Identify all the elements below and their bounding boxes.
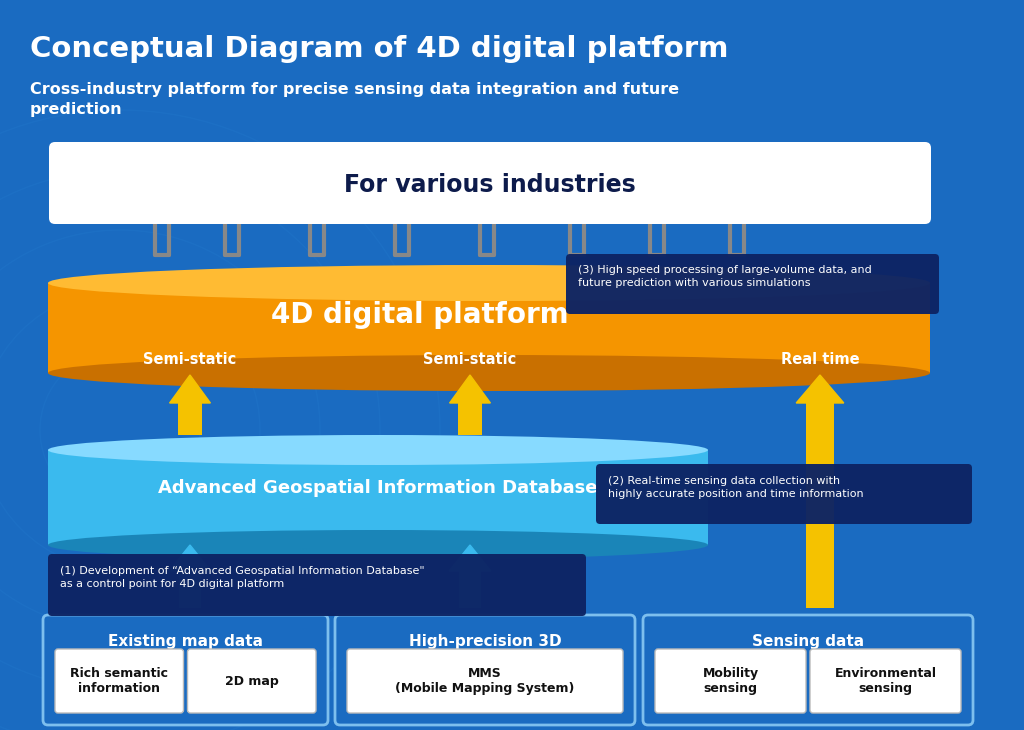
Bar — [48, 283, 930, 373]
Bar — [458, 403, 482, 435]
FancyBboxPatch shape — [187, 649, 316, 713]
FancyBboxPatch shape — [643, 615, 973, 725]
FancyBboxPatch shape — [566, 254, 939, 314]
Text: (2) Real-time sensing data collection with
highly accurate position and time inf: (2) Real-time sensing data collection wi… — [608, 476, 863, 499]
FancyBboxPatch shape — [596, 464, 972, 524]
Polygon shape — [450, 545, 490, 571]
Text: Advanced Geospatial Information Database: Advanced Geospatial Information Database — [159, 479, 598, 497]
FancyBboxPatch shape — [810, 649, 961, 713]
Text: Rich semantic
information: Rich semantic information — [71, 666, 168, 695]
Text: Semi-static: Semi-static — [143, 352, 237, 367]
Polygon shape — [797, 375, 844, 403]
Text: For various industries: For various industries — [344, 173, 636, 197]
FancyBboxPatch shape — [347, 649, 623, 713]
FancyBboxPatch shape — [43, 615, 328, 725]
Text: 4D digital platform: 4D digital platform — [271, 301, 568, 329]
FancyBboxPatch shape — [335, 615, 635, 725]
Polygon shape — [450, 375, 490, 403]
Text: (3) High speed processing of large-volume data, and
future prediction with vario: (3) High speed processing of large-volum… — [578, 265, 871, 288]
Bar — [178, 403, 202, 435]
Text: (1) Development of “Advanced Geospatial Information Database"
as a control point: (1) Development of “Advanced Geospatial … — [60, 566, 425, 589]
Ellipse shape — [48, 435, 708, 465]
Text: MMS
(Mobile Mapping System): MMS (Mobile Mapping System) — [395, 666, 574, 695]
Ellipse shape — [48, 530, 708, 560]
Ellipse shape — [48, 265, 930, 301]
FancyBboxPatch shape — [49, 142, 931, 224]
FancyBboxPatch shape — [55, 649, 183, 713]
Text: Existing map data: Existing map data — [108, 634, 263, 649]
Text: Mobility
sensing: Mobility sensing — [702, 666, 759, 695]
Text: 2D map: 2D map — [225, 675, 279, 688]
Bar — [48, 450, 708, 545]
Ellipse shape — [48, 355, 930, 391]
FancyBboxPatch shape — [655, 649, 806, 713]
FancyBboxPatch shape — [48, 554, 586, 616]
Text: Semi-static: Semi-static — [423, 352, 517, 367]
Polygon shape — [169, 545, 211, 571]
Bar — [806, 403, 834, 608]
Bar — [179, 571, 201, 608]
Text: High-precision 3D
spatial information: High-precision 3D spatial information — [403, 634, 567, 667]
Text: Conceptual Diagram of 4D digital platform: Conceptual Diagram of 4D digital platfor… — [30, 35, 728, 63]
Text: Sensing data: Sensing data — [752, 634, 864, 649]
Text: Environmental
sensing: Environmental sensing — [835, 666, 937, 695]
Text: Real time: Real time — [780, 352, 859, 367]
Text: Cross-industry platform for precise sensing data integration and future
predicti: Cross-industry platform for precise sens… — [30, 82, 679, 118]
Polygon shape — [170, 375, 210, 403]
Bar — [459, 571, 481, 608]
